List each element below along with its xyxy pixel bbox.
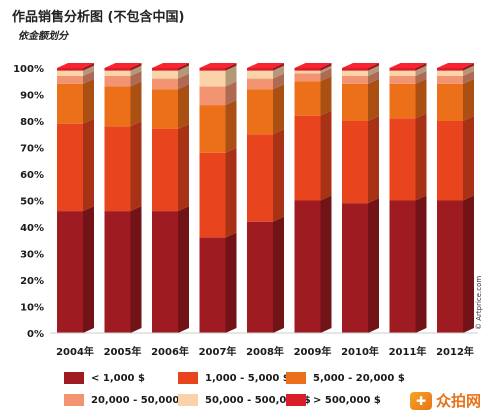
bar-segment — [389, 78, 427, 119]
bar-segment — [199, 65, 237, 87]
bar-segment — [104, 63, 142, 71]
bar-segment — [294, 195, 332, 333]
logo-icon: ✚ — [409, 391, 432, 410]
bar-segment — [247, 63, 284, 71]
x-tick-label: 2006年 — [151, 345, 189, 358]
bar-segment — [247, 65, 284, 79]
watermark-text: 众拍网 — [435, 392, 481, 410]
x-tick-label: 2004年 — [56, 345, 94, 358]
watermark: ✚ 众拍网 — [405, 388, 485, 413]
y-tick-label: 30% — [20, 250, 44, 261]
y-tick-label: 100% — [13, 64, 44, 75]
bar-segment — [294, 110, 332, 201]
bar-segment — [152, 206, 189, 333]
y-tick-label: 60% — [20, 170, 44, 181]
bar-segment — [104, 81, 142, 127]
bar-segment — [199, 147, 237, 238]
bar-segment — [342, 70, 379, 84]
bar-segment — [342, 63, 379, 71]
bar-segment — [437, 63, 474, 71]
bar-segment — [57, 65, 94, 76]
chart-title: 作品销售分析图 (不包含中国) — [12, 10, 185, 25]
bar-segment — [57, 63, 94, 71]
x-tick-label: 2009年 — [294, 345, 332, 358]
x-tick-label: 2008年 — [246, 345, 284, 358]
bar-segment — [199, 63, 237, 71]
y-tick-label: 0% — [27, 329, 44, 340]
chart-subtitle: 依金额划分 — [18, 31, 68, 42]
bar-segment — [199, 81, 237, 106]
bar-segment — [57, 118, 94, 212]
bar-segment — [57, 78, 94, 124]
bar-segment — [294, 63, 332, 71]
bar-segment — [342, 116, 379, 204]
bar-segment — [104, 121, 142, 212]
credit-text: © Artprice.com — [475, 275, 483, 330]
bar-segment — [294, 68, 332, 82]
y-tick-label: 10% — [20, 303, 44, 314]
bar-segment — [389, 70, 427, 84]
x-tick-label: 2005年 — [104, 345, 142, 358]
y-tick-label: 40% — [20, 223, 44, 234]
x-tick-label: 2011年 — [389, 345, 427, 358]
y-tick-label: 80% — [20, 117, 44, 128]
y-tick-label: 70% — [20, 144, 44, 155]
bar-segment — [342, 78, 379, 121]
bar-segment — [247, 73, 284, 90]
bar-segment — [437, 116, 474, 201]
bar-segment — [437, 195, 474, 333]
bar-segment — [152, 63, 189, 71]
y-tick-label: 90% — [20, 91, 44, 102]
bar-segment — [389, 195, 427, 333]
y-tick-label: 50% — [20, 197, 44, 208]
bar-segment — [247, 129, 284, 222]
bar-segment — [152, 123, 189, 212]
x-tick-label: 2010年 — [341, 345, 379, 358]
bar-segment — [152, 84, 189, 129]
bar-segment — [247, 216, 284, 333]
bar-segment — [104, 65, 142, 76]
bar-segment — [152, 73, 189, 90]
bar-segment — [57, 70, 94, 84]
x-tick-label: 2007年 — [199, 345, 237, 358]
bar-segment — [294, 76, 332, 116]
bar-segment — [247, 84, 284, 135]
bar-segment — [152, 65, 189, 79]
bar-segment — [389, 65, 427, 76]
bar-segment — [437, 65, 474, 76]
bar-segment — [104, 70, 142, 87]
bar-segment — [199, 100, 237, 153]
bar-segment — [342, 198, 379, 333]
y-tick-label: 20% — [20, 276, 44, 287]
bar-segment — [57, 206, 94, 333]
bar-segment — [294, 65, 332, 74]
bar-segment — [199, 232, 237, 333]
bar-segment — [389, 63, 427, 71]
x-tick-label: 2012年 — [436, 345, 474, 358]
bar-segment — [437, 70, 474, 84]
bar-segment — [342, 65, 379, 76]
bar-segment — [437, 78, 474, 121]
bar-segment — [104, 206, 142, 333]
bar-segment — [389, 113, 427, 201]
